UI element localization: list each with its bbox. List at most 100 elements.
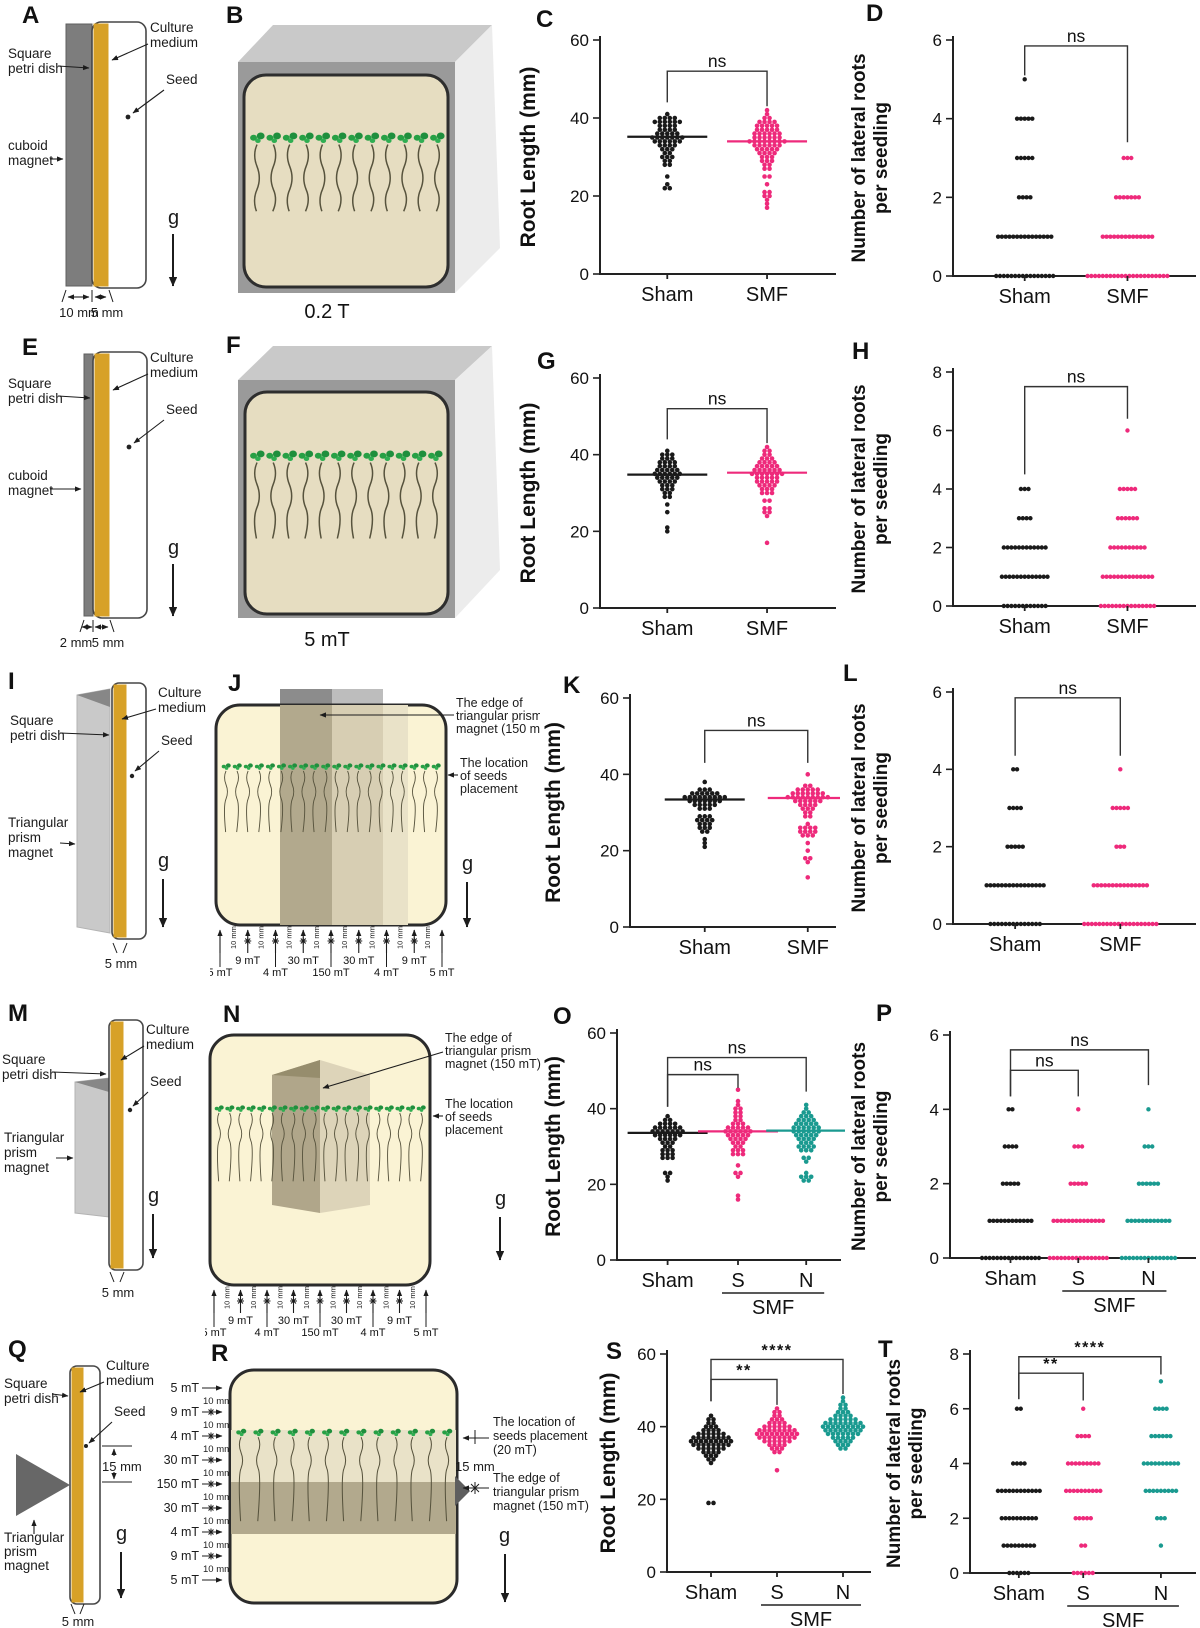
seedling (314, 450, 330, 539)
svg-text:prism: prism (4, 1544, 37, 1559)
svg-text:10 mm: 10 mm (203, 1420, 232, 1431)
svg-text:30 mT: 30 mT (288, 955, 319, 967)
series-sham-dots (682, 779, 728, 850)
series-sham-dots (652, 448, 683, 534)
panel-label-g: G (537, 348, 556, 375)
svg-text:30 mT: 30 mT (278, 1315, 309, 1327)
axes: 0 2 4 6 8 (933, 363, 1196, 616)
seedling (250, 132, 265, 212)
panel-j: The edge of triangular prism magnet (150… (210, 655, 540, 990)
svg-text:5 mT: 5 mT (171, 1573, 200, 1587)
svg-text:5 mT: 5 mT (205, 1327, 227, 1336)
seedling (322, 1428, 333, 1522)
svg-text:5 mm: 5 mm (102, 1285, 135, 1300)
dimension-5mm: 5 mm (62, 1603, 94, 1628)
label-seed: Seed (166, 402, 198, 417)
y-tick-label: 2 (933, 188, 942, 207)
dimension-5mm: 5 mm (102, 1271, 135, 1300)
seedling (246, 1105, 256, 1182)
seedling (364, 132, 380, 212)
panel-a: Square petri dish Culture medium Seed cu… (0, 0, 215, 330)
svg-text:5 mT: 5 mT (413, 1327, 438, 1336)
group-label-sham: Sham (641, 618, 693, 640)
svg-text:30 mT: 30 mT (331, 1315, 362, 1327)
panel-c-chart-container: 0 20 40 60 Root Length (mm) Sham SMF ns (505, 10, 840, 325)
sig-label: ns (708, 389, 727, 409)
label-square-petri-dish: Square (4, 1376, 48, 1391)
culture-medium (71, 1367, 84, 1603)
svg-text:prism: prism (4, 1145, 37, 1160)
y-tick-label: 2 (930, 1175, 939, 1194)
y-axis-label: Number of lateral roots (849, 384, 870, 593)
label-triangular-prism-magnet: Triangular (8, 815, 69, 830)
panel-l-chart: 0 2 4 6 Number of lateral roots per seedling S… (849, 678, 1196, 956)
seedling (282, 450, 297, 539)
panel-label-m: M (8, 1000, 28, 1027)
prism-top-light (332, 689, 383, 707)
sig-label: ns (694, 1055, 713, 1075)
label-square-petri-dish: Square (2, 1052, 46, 1067)
star-mark (470, 1482, 480, 1494)
triangular-prism-magnet (76, 688, 111, 934)
seedling (343, 763, 353, 833)
panel-label-f: F (226, 332, 241, 359)
group-label-smf: SMF (787, 937, 829, 959)
dimension-10mm-5mm: 10 mm 5 mm (59, 289, 123, 320)
group-label-smf: SMF (1106, 286, 1148, 308)
group-label-smf: SMF (746, 284, 788, 306)
field-strength-caption: 5 mT (304, 629, 350, 651)
culture-medium (94, 353, 110, 617)
sig-bracket (1024, 45, 1129, 143)
group-label-s: S (731, 1270, 744, 1292)
seedling (420, 763, 430, 833)
svg-text:magnet: magnet (8, 153, 53, 168)
axes: 0 2 4 6 (933, 683, 1196, 934)
y-tick-label: 8 (950, 1345, 959, 1364)
svg-text:10 mm: 10 mm (229, 926, 238, 949)
arrow-to-dish (57, 65, 90, 71)
group-label-smf: SMF (1106, 616, 1148, 638)
y-axis-label: per seedling (906, 1408, 927, 1520)
triangular-prism-magnet (74, 1077, 110, 1218)
seedling-row (250, 132, 445, 212)
svg-text:150 mT: 150 mT (301, 1327, 339, 1336)
label-square-petri-dish: Square (10, 713, 54, 728)
smf-group-label: SMF (1102, 1610, 1144, 1628)
svg-text:medium: medium (146, 1037, 194, 1052)
sig-label: ns (1067, 26, 1086, 46)
seedling (287, 763, 298, 833)
svg-text:5 mT: 5 mT (210, 967, 233, 979)
svg-text:9 mT: 9 mT (387, 1315, 412, 1327)
y-tick-label: 20 (587, 1175, 606, 1194)
group-label-n: N (836, 1582, 850, 1604)
panel-m: Square petri dish Culture medium Seed Tr… (0, 1000, 215, 1300)
y-tick-label: 0 (580, 265, 589, 284)
y-tick-label: 6 (933, 683, 942, 702)
panel-g-chart: 0 20 40 60 Root Length (mm) Sham SMF ns (517, 369, 836, 640)
svg-text:10 mm: 10 mm (257, 926, 266, 949)
seedling (442, 1428, 453, 1522)
group-label-n: N (1154, 1583, 1168, 1605)
group-label-n: N (799, 1270, 813, 1292)
svg-text:magnet: magnet (4, 1558, 49, 1573)
sig-bracket (1014, 697, 1121, 756)
sig-label: **** (1074, 1340, 1105, 1357)
svg-text:petri dish: petri dish (10, 728, 65, 743)
gravity-label: g (168, 537, 179, 559)
panel-n-diagram: The edge of triangular prism magnet (150… (205, 1031, 541, 1336)
svg-text:10 mm: 10 mm (368, 926, 377, 949)
field-strength-caption: 0.2 T (304, 301, 349, 323)
group-label-sham: Sham (641, 1270, 693, 1292)
label-cuboid-magnet: cuboid (8, 138, 48, 153)
y-axis-label: per seedling (871, 433, 892, 545)
seedling (331, 1105, 341, 1182)
svg-text:10 mm: 10 mm (395, 926, 404, 949)
svg-text:of seeds: of seeds (445, 1110, 492, 1124)
y-axis-label: Number of lateral roots (849, 1042, 870, 1251)
series-sham-dots (984, 767, 1046, 927)
label-cuboid-magnet: cuboid (8, 468, 48, 483)
y-tick-label: 8 (933, 363, 942, 382)
svg-text:150 mT: 150 mT (312, 967, 350, 979)
